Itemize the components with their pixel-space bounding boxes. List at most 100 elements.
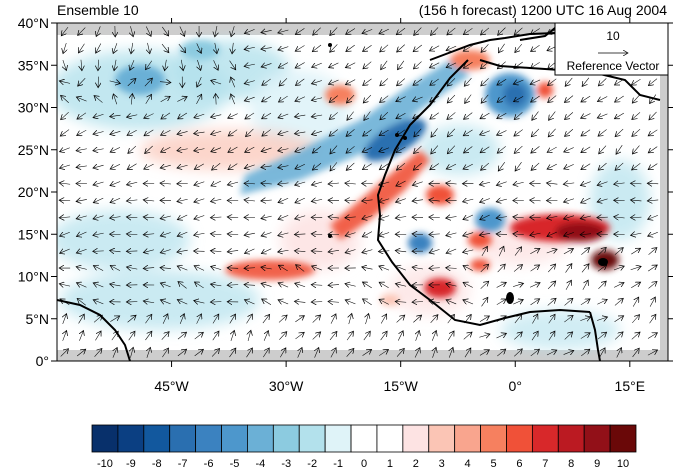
wind-vector — [631, 332, 640, 340]
wind-vector — [547, 163, 557, 169]
wind-vector — [145, 94, 152, 104]
wind-vector — [110, 316, 119, 322]
wind-vector — [177, 149, 188, 151]
wind-vector — [278, 198, 289, 202]
wind-vector — [215, 26, 217, 37]
wind-vector — [278, 215, 289, 219]
wind-vector — [547, 232, 558, 237]
wind-vector — [379, 266, 390, 270]
wind-vector — [59, 200, 71, 201]
wind-vector — [647, 333, 657, 339]
wind-vector — [227, 182, 239, 185]
colorbar-label: -3 — [281, 458, 291, 470]
wind-vector — [110, 131, 121, 134]
colorbar-box — [531, 424, 559, 453]
wind-vector — [463, 129, 473, 136]
wind-vector — [211, 349, 220, 357]
wind-vector — [614, 283, 624, 288]
wind-vector — [131, 42, 133, 54]
wind-vector — [126, 267, 138, 269]
wind-vector — [180, 314, 184, 324]
colorbar-box — [557, 424, 585, 453]
wind-vector — [413, 162, 422, 170]
lat-label: 35°N — [18, 57, 49, 73]
wind-vector — [228, 146, 238, 152]
wind-vector — [261, 200, 272, 201]
wind-vector — [479, 316, 489, 322]
wind-vector — [463, 300, 474, 304]
wind-vector — [530, 299, 540, 306]
colorbar-label: -2 — [307, 458, 317, 470]
wind-vector — [565, 112, 574, 119]
wind-vector — [463, 199, 474, 202]
wind-vector — [147, 347, 151, 358]
wind-vector — [581, 163, 591, 170]
colorbar-label: -1 — [333, 458, 343, 470]
wind-vector — [479, 350, 489, 356]
wind-vector — [278, 250, 289, 252]
wind-vector — [565, 77, 573, 86]
wind-vector — [414, 348, 420, 358]
wind-vector — [229, 314, 236, 324]
wind-vector — [582, 77, 590, 87]
wind-vector — [294, 234, 306, 235]
wind-vector — [580, 333, 590, 339]
wind-vector — [328, 250, 339, 252]
wind-vector — [380, 331, 388, 341]
wind-vector — [60, 299, 70, 306]
cape-verde-island — [328, 234, 332, 238]
wind-vector — [498, 246, 504, 257]
reference-vector-box: 10 Reference Vector — [554, 22, 669, 76]
wind-vector — [513, 300, 523, 305]
wind-vector — [429, 268, 440, 269]
wind-vector — [463, 214, 474, 220]
wind-vector — [649, 297, 655, 307]
wind-vector — [177, 300, 188, 305]
wind-vector — [246, 314, 253, 324]
wind-vector — [60, 249, 70, 253]
wind-vector — [127, 78, 136, 87]
wind-vector — [446, 268, 457, 269]
wind-vector — [513, 80, 524, 84]
wind-vector — [363, 78, 372, 86]
colorbar-box — [195, 424, 222, 453]
wind-vector — [143, 268, 155, 269]
wind-vector — [498, 27, 506, 36]
wind-vector — [245, 112, 255, 119]
wind-vector — [380, 314, 386, 324]
wind-vector — [413, 78, 423, 85]
wind-vector — [530, 28, 540, 34]
wind-vector — [261, 166, 272, 168]
wind-vector — [630, 266, 641, 269]
wind-vector — [162, 314, 168, 324]
wind-vector — [581, 248, 589, 255]
wind-vector — [632, 315, 639, 324]
wind-vector — [93, 165, 104, 168]
wind-vector — [194, 163, 204, 169]
wind-vector — [77, 298, 86, 306]
wind-vector — [93, 131, 104, 134]
wind-vector — [148, 42, 150, 54]
wind-vector — [178, 112, 188, 119]
wind-vector — [210, 302, 222, 303]
wind-vector — [77, 129, 87, 135]
wind-vector — [178, 282, 187, 289]
wind-vector — [597, 234, 608, 235]
wind-vector — [261, 216, 272, 218]
wind-vector — [130, 60, 134, 70]
wind-vector — [648, 78, 658, 86]
wind-vector — [328, 183, 339, 184]
colorbar-label: 5 — [490, 458, 496, 470]
wind-vector — [59, 183, 71, 184]
wind-vector — [597, 265, 607, 272]
wind-vector — [177, 165, 188, 168]
colorbar-label: 3 — [439, 458, 445, 470]
wind-vector — [614, 79, 624, 85]
wind-vector — [429, 217, 440, 218]
wind-vector — [211, 80, 222, 84]
wind-vector — [362, 299, 372, 306]
colorbar-box — [247, 424, 274, 453]
wind-vector — [76, 249, 87, 253]
wind-vector — [93, 216, 104, 219]
